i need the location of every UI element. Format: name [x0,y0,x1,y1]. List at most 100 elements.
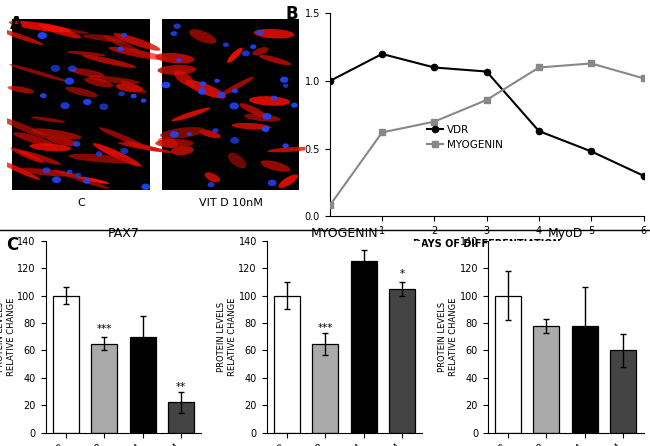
MYOGENIN [588,61,595,66]
Ellipse shape [131,94,136,98]
Ellipse shape [174,70,194,87]
Ellipse shape [18,150,60,165]
X-axis label: DAYS OF DIFFERENTIATION: DAYS OF DIFFERENTIATION [413,239,560,249]
Ellipse shape [82,55,136,68]
Ellipse shape [223,42,229,47]
Ellipse shape [13,132,55,146]
Text: C: C [6,236,19,254]
Ellipse shape [118,91,125,96]
Ellipse shape [198,89,205,95]
Ellipse shape [283,84,289,88]
Bar [53,296,79,433]
Ellipse shape [17,168,78,177]
Ellipse shape [185,80,226,99]
Ellipse shape [83,99,92,105]
Ellipse shape [38,24,81,38]
Text: B: B [286,5,298,23]
Ellipse shape [189,29,216,44]
Ellipse shape [291,103,298,108]
Ellipse shape [93,143,141,166]
Legend: VDR, MYOGENIN: VDR, MYOGENIN [423,121,507,154]
Ellipse shape [120,148,128,154]
Ellipse shape [99,127,144,147]
Ellipse shape [244,114,281,122]
Ellipse shape [0,28,44,45]
Ellipse shape [170,31,177,36]
Ellipse shape [256,30,263,35]
Ellipse shape [142,184,150,190]
Text: A: A [10,16,22,33]
Title: PAX7: PAX7 [107,227,139,240]
Ellipse shape [29,143,72,151]
Ellipse shape [158,137,178,148]
Ellipse shape [54,169,109,189]
Ellipse shape [267,147,312,152]
Ellipse shape [229,103,239,109]
Title: MyoD: MyoD [548,227,583,240]
Ellipse shape [70,68,105,77]
Ellipse shape [239,103,266,117]
Ellipse shape [158,65,196,75]
Ellipse shape [73,141,81,147]
Text: *: * [400,269,405,279]
Bar [129,337,156,433]
Text: ***: *** [96,324,112,334]
Ellipse shape [250,45,256,49]
Ellipse shape [162,82,170,88]
Ellipse shape [200,81,206,87]
Ellipse shape [207,182,214,187]
Ellipse shape [176,58,182,62]
Ellipse shape [268,180,276,186]
Ellipse shape [227,48,242,63]
MYOGENIN [483,97,491,103]
Y-axis label: PROTEIN LEVELS
RELATIVE CHANGE: PROTEIN LEVELS RELATIVE CHANGE [438,297,458,376]
Text: VIT D 10nM: VIT D 10nM [199,198,263,208]
Ellipse shape [249,96,290,106]
Y-axis label: PROTEIN LEVELS
RELATIVE CHANGE: PROTEIN LEVELS RELATIVE CHANGE [217,297,237,376]
Bar [533,326,560,433]
Text: **: ** [176,381,186,392]
Ellipse shape [217,92,226,98]
Ellipse shape [160,127,205,139]
Ellipse shape [114,33,161,51]
Line: VDR: VDR [327,51,647,179]
Ellipse shape [9,64,68,82]
Ellipse shape [96,151,103,156]
Ellipse shape [88,76,140,84]
Ellipse shape [121,33,127,37]
Ellipse shape [280,77,289,83]
Ellipse shape [218,77,254,97]
Y-axis label: PROTEIN LEVELS
RELATIVE CHANGE: PROTEIN LEVELS RELATIVE CHANGE [0,297,16,376]
Ellipse shape [60,102,70,109]
Ellipse shape [31,116,66,123]
Ellipse shape [261,126,269,132]
Ellipse shape [99,103,109,110]
Ellipse shape [68,154,132,163]
Bar [389,289,415,433]
MYOGENIN [326,203,333,208]
Bar [495,296,521,433]
Ellipse shape [109,47,167,60]
Ellipse shape [42,167,50,173]
Ellipse shape [66,169,73,174]
Ellipse shape [155,139,194,148]
Title: MYOGENIN: MYOGENIN [311,227,378,240]
Ellipse shape [187,132,192,136]
Ellipse shape [52,176,61,183]
Bar [162,20,299,190]
Ellipse shape [10,148,44,163]
Ellipse shape [77,177,109,184]
Ellipse shape [8,21,71,32]
Ellipse shape [118,46,124,51]
Ellipse shape [242,50,250,56]
Text: ***: *** [318,322,333,333]
VDR [430,65,438,70]
Ellipse shape [38,32,47,39]
Ellipse shape [75,173,81,178]
Ellipse shape [65,87,98,97]
Ellipse shape [205,172,220,182]
VDR [326,78,333,84]
Bar [168,402,194,433]
Ellipse shape [0,117,51,139]
Ellipse shape [200,130,220,138]
